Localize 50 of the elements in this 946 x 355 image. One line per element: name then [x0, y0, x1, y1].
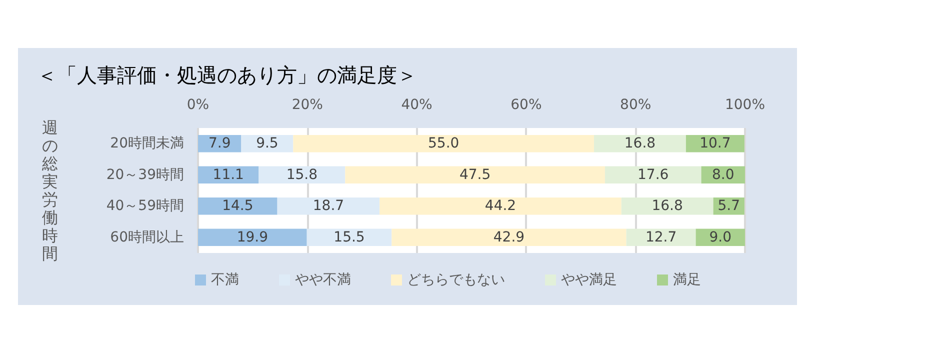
legend-label: やや不満	[295, 272, 351, 288]
x-tick-label: 100%	[724, 97, 766, 113]
data-label: 16.8	[652, 198, 683, 214]
y-tick-label: 20～39時間	[106, 166, 184, 183]
legend-label: 不満	[211, 272, 239, 288]
data-label: 15.8	[286, 166, 318, 183]
bar	[198, 198, 278, 215]
bar	[258, 166, 346, 184]
data-label: 19.9	[236, 229, 268, 246]
bar	[345, 166, 605, 184]
data-label: 9.0	[709, 229, 732, 246]
data-label: 55.0	[428, 136, 460, 152]
data-label: 44.2	[484, 198, 516, 214]
data-label: 10.7	[700, 136, 731, 152]
legend-label: 満足	[673, 272, 701, 288]
bar	[306, 228, 392, 246]
data-label: 42.9	[493, 229, 525, 246]
x-tick-label: 20%	[292, 97, 323, 113]
data-label: 12.7	[645, 229, 677, 246]
x-tick-label: 80%	[620, 97, 652, 113]
y-axis-title: 週の総実労働時間	[41, 118, 58, 263]
x-tick-label: 0%	[186, 97, 210, 113]
bar	[626, 228, 696, 246]
y-tick-label: 40～59時間	[106, 198, 184, 214]
y-tick-label: 20時間未満	[110, 136, 184, 152]
bar	[198, 228, 307, 246]
data-label: 18.7	[312, 198, 344, 214]
data-label: 9.5	[256, 136, 278, 152]
y-tick-label: 60時間以上	[110, 229, 184, 246]
bar	[594, 135, 686, 152]
data-label: 11.1	[212, 166, 244, 183]
bar	[293, 135, 594, 152]
legend-label: どちらでもない	[407, 272, 505, 288]
bar	[621, 198, 714, 215]
bar	[392, 228, 626, 246]
data-label: 5.7	[718, 198, 740, 214]
legend-label: やや満足	[561, 272, 617, 288]
bar	[604, 166, 702, 184]
data-label: 17.6	[638, 166, 669, 183]
bar	[380, 198, 622, 215]
data-label: 15.5	[334, 229, 365, 246]
data-label: 47.5	[459, 166, 491, 183]
bar	[277, 198, 380, 215]
x-tick-label: 40%	[401, 97, 432, 113]
chart-title: ＜「人事評価・処遇のあり方」の満足度＞	[37, 63, 417, 87]
data-label: 14.5	[222, 198, 254, 214]
data-label: 16.8	[624, 136, 656, 152]
data-label: 7.9	[208, 136, 231, 152]
data-label: 8.0	[712, 166, 734, 183]
x-tick-label: 60%	[510, 97, 542, 113]
